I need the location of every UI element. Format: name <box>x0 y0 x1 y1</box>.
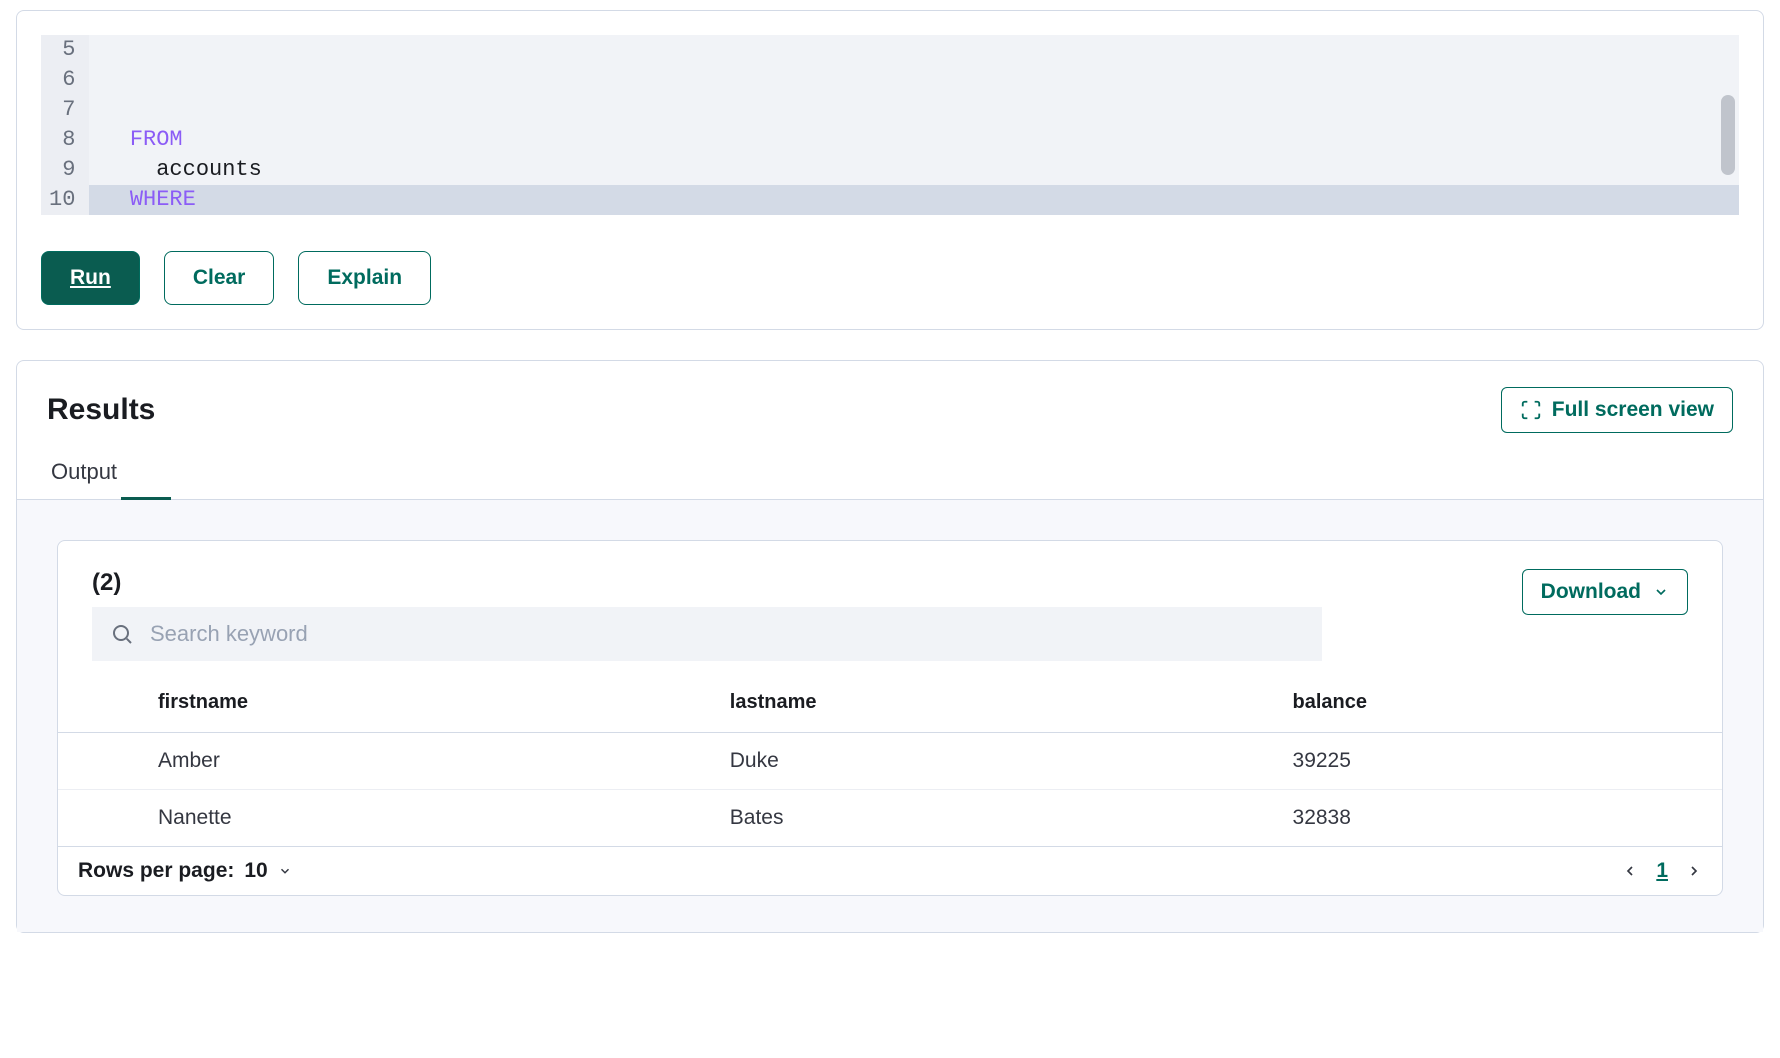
query-editor-panel: 5678910 FROM accounts WHERE balance > 10… <box>16 10 1764 330</box>
table-body: AmberDuke39225NanetteBates32838 <box>58 733 1722 847</box>
results-header: Results Full screen view <box>17 387 1763 451</box>
fullscreen-button[interactable]: Full screen view <box>1501 387 1733 433</box>
download-label: Download <box>1541 580 1641 604</box>
next-page-button[interactable] <box>1686 863 1702 879</box>
explain-button[interactable]: Explain <box>298 251 431 305</box>
line-number: 5 <box>49 35 75 65</box>
line-gutter: 5678910 <box>41 35 89 215</box>
results-body: (2) Download firstnamelastnam <box>17 500 1763 932</box>
table-row[interactable]: AmberDuke39225 <box>58 733 1722 790</box>
fullscreen-icon <box>1520 399 1542 421</box>
results-title: Results <box>47 393 155 427</box>
table-header-row: firstnamelastnamebalance <box>58 673 1722 733</box>
result-count: (2) <box>92 569 1522 597</box>
tab-output-label: Output <box>51 459 117 484</box>
results-card: (2) Download firstnamelastnam <box>57 540 1723 896</box>
chevron-down-icon <box>1653 584 1669 600</box>
tab-active-indicator <box>121 497 171 500</box>
fullscreen-label: Full screen view <box>1552 398 1714 422</box>
pager-controls: 1 <box>1622 859 1702 883</box>
results-table: firstnamelastnamebalance AmberDuke39225N… <box>58 673 1722 846</box>
column-header[interactable]: balance <box>1193 673 1722 733</box>
code-content-wrap: FROM accounts WHERE balance > 10000 ORDE… <box>89 35 1739 215</box>
table-cell: 32838 <box>1193 790 1722 847</box>
editor-button-row: Run Clear Explain <box>17 215 1763 305</box>
column-header[interactable]: firstname <box>58 673 630 733</box>
search-input[interactable] <box>150 621 1304 647</box>
search-field-wrap[interactable] <box>92 607 1322 661</box>
line-number: 9 <box>49 155 75 185</box>
code-line: FROM <box>103 125 1731 155</box>
count-search-col: (2) <box>92 569 1522 673</box>
current-page[interactable]: 1 <box>1656 859 1668 883</box>
chevron-down-icon <box>278 864 292 878</box>
tab-output[interactable]: Output <box>47 451 121 499</box>
line-number: 8 <box>49 125 75 155</box>
results-panel: Results Full screen view Output (2) <box>16 360 1764 933</box>
line-number: 6 <box>49 65 75 95</box>
pagination-row: Rows per page: 10 1 <box>58 846 1722 895</box>
prev-page-button[interactable] <box>1622 863 1638 879</box>
rows-per-page-value: 10 <box>244 859 267 883</box>
clear-button[interactable]: Clear <box>164 251 275 305</box>
rows-per-page-prefix: Rows per page: <box>78 859 234 883</box>
column-header[interactable]: lastname <box>630 673 1193 733</box>
line-number: 7 <box>49 95 75 125</box>
code-editor[interactable]: 5678910 FROM accounts WHERE balance > 10… <box>41 35 1739 215</box>
table-cell: Nanette <box>58 790 630 847</box>
run-button[interactable]: Run <box>41 251 140 305</box>
search-icon <box>110 622 134 646</box>
download-button[interactable]: Download <box>1522 569 1688 615</box>
table-cell: Duke <box>630 733 1193 790</box>
line-number: 10 <box>49 185 75 215</box>
code-line: WHERE <box>103 185 1731 215</box>
rows-per-page-selector[interactable]: Rows per page: 10 <box>78 859 292 883</box>
code-line: accounts <box>103 155 1731 185</box>
table-row[interactable]: NanetteBates32838 <box>58 790 1722 847</box>
table-cell: Bates <box>630 790 1193 847</box>
results-tabs: Output <box>17 451 1763 500</box>
table-cell: Amber <box>58 733 630 790</box>
table-cell: 39225 <box>1193 733 1722 790</box>
count-download-row: (2) Download <box>92 569 1688 673</box>
